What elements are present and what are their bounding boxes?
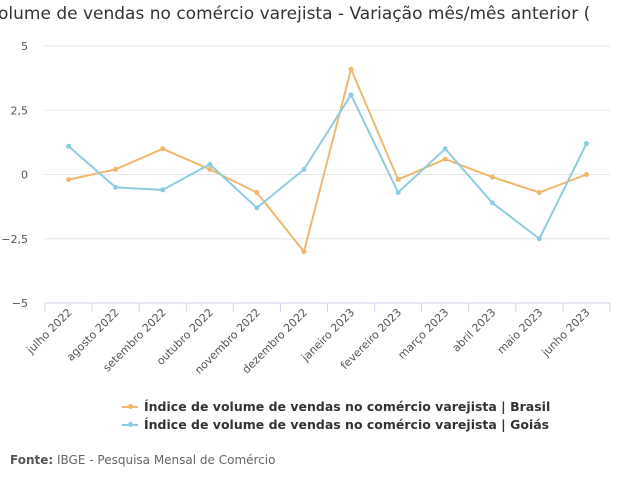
y-tick-label: −5: [12, 297, 28, 310]
y-tick-label: 5: [21, 40, 28, 53]
y-tick-label: −2,5: [1, 233, 28, 246]
legend-item-goias[interactable]: Índice de volume de vendas no comércio v…: [122, 417, 549, 432]
chart-title: olume de vendas no comércio varejista - …: [0, 4, 591, 24]
data-point-brasil: [348, 66, 354, 72]
legend-label-goias: Índice de volume de vendas no comércio v…: [144, 417, 550, 432]
data-point-goias: [301, 166, 307, 172]
data-point-brasil: [160, 146, 166, 152]
data-point-brasil: [583, 172, 589, 177]
x-tick-label: abril 2023: [450, 306, 499, 355]
x-tick-label: julho 2022: [24, 306, 75, 357]
legend-item-brasil[interactable]: Índice de volume de vendas no comércio v…: [122, 399, 550, 414]
data-point-goias: [113, 184, 119, 190]
data-point-brasil: [536, 189, 542, 195]
data-point-goias: [489, 200, 495, 206]
x-tick-label: maio 2023: [495, 306, 546, 357]
data-point-goias: [583, 141, 589, 147]
y-tick-label: 2,5: [11, 104, 29, 117]
legend-swatch-goias-icon: [122, 421, 138, 427]
data-point-goias: [536, 236, 542, 242]
data-point-goias: [207, 161, 213, 167]
data-point-brasil: [489, 174, 495, 180]
series-line-goias: [67, 93, 588, 240]
x-tick-label: março 2023: [395, 306, 451, 362]
source-text: IBGE - Pesquisa Mensal de Comércio: [57, 453, 276, 467]
data-point-brasil: [66, 177, 72, 183]
data-point-brasil: [254, 189, 260, 195]
data-point-goias: [348, 92, 354, 98]
y-tick-label: 0: [21, 169, 28, 182]
x-tick-label: junho 2023: [539, 306, 593, 360]
data-point-brasil: [301, 249, 307, 255]
data-point-brasil: [113, 166, 119, 172]
data-point-brasil: [207, 166, 213, 172]
series-line-brasil: [68, 68, 587, 253]
data-point-brasil: [395, 177, 401, 183]
data-point-brasil: [442, 156, 448, 162]
data-point-goias: [160, 187, 166, 193]
legend-swatch-brasil-icon: [122, 403, 138, 409]
source-note: Fonte: IBGE - Pesquisa Mensal de Comérci…: [10, 453, 275, 467]
data-point-goias: [442, 146, 448, 152]
data-point-goias: [395, 189, 401, 195]
legend-label-brasil: Índice de volume de vendas no comércio v…: [144, 399, 551, 414]
data-point-goias: [254, 205, 260, 211]
data-point-goias: [66, 143, 72, 149]
source-label: Fonte:: [10, 453, 54, 467]
